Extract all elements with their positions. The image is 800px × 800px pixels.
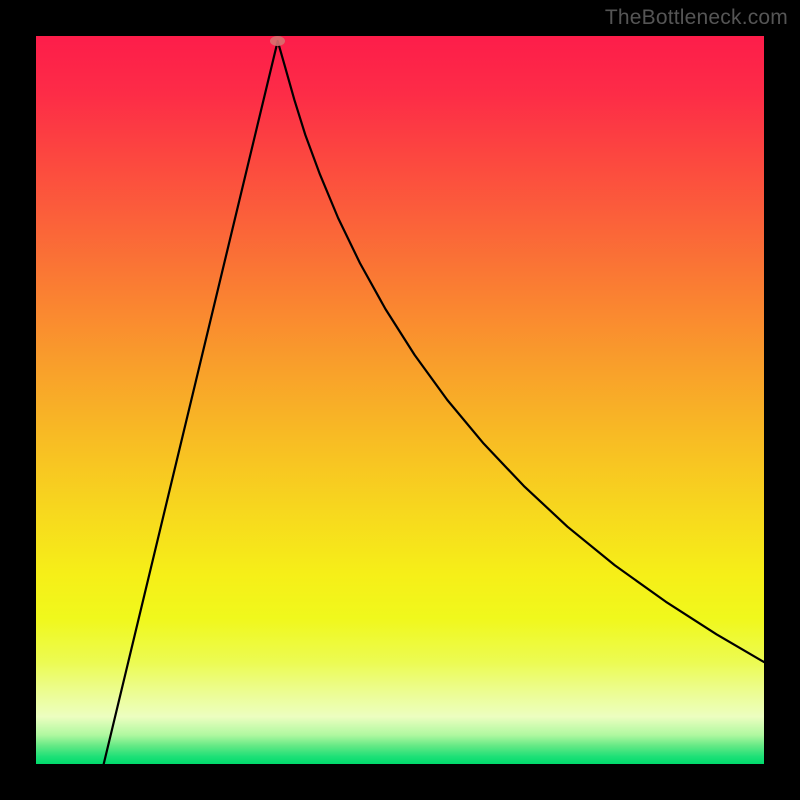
plot-area [36,36,764,764]
chart-gradient-background [36,36,764,764]
figure-root: { "watermark": { "text": "TheBottleneck.… [0,0,800,800]
watermark-label: TheBottleneck.com [605,6,788,30]
